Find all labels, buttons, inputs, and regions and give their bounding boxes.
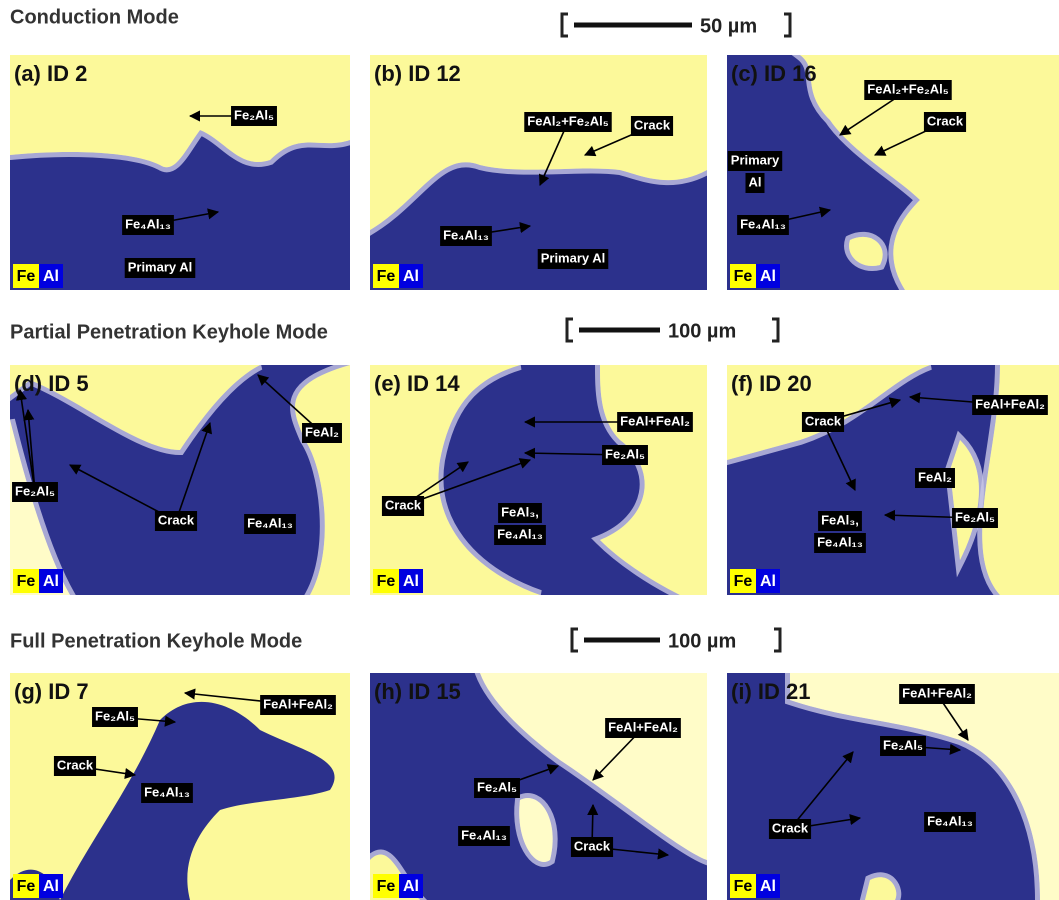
panel-id: (i) ID 21 xyxy=(731,679,810,704)
scale-label: 100 µm xyxy=(668,630,736,652)
legend-al: Al xyxy=(43,268,59,285)
annotation: Fe₄Al₁₃ xyxy=(461,827,507,842)
legend-fe: Fe xyxy=(17,878,36,895)
annotation: Fe₂Al₅ xyxy=(95,708,135,723)
micrograph xyxy=(10,365,350,595)
annotation: Al xyxy=(749,174,762,189)
annotation: Crack xyxy=(772,820,809,835)
annotation: Primary Al xyxy=(541,250,606,265)
scale-bracket xyxy=(774,629,780,651)
legend-al: Al xyxy=(403,573,419,590)
annotation: FeAl₂ xyxy=(918,469,952,484)
panel-id: (d) ID 5 xyxy=(14,371,89,396)
legend-fe: Fe xyxy=(734,878,753,895)
section-title: Full Penetration Keyhole Mode xyxy=(10,630,302,652)
annotation: Fe₂Al₅ xyxy=(234,107,274,122)
panel-id: (e) ID 14 xyxy=(374,371,460,396)
annotation: FeAl+FeAl₂ xyxy=(902,685,972,700)
annotation: Fe₄Al₁₃ xyxy=(497,526,543,541)
scale-bracket xyxy=(562,14,568,36)
scale-label: 100 µm xyxy=(668,320,736,342)
annotation: Crack xyxy=(927,113,964,128)
annotation: FeAl+FeAl₂ xyxy=(263,696,333,711)
legend-al: Al xyxy=(403,878,419,895)
annotation: FeAl+FeAl₂ xyxy=(620,413,690,428)
legend-al: Al xyxy=(760,268,776,285)
annotation: Crack xyxy=(805,413,842,428)
legend-al: Al xyxy=(43,573,59,590)
micrograph xyxy=(10,55,350,290)
figure: Conduction Mode 50 µm (a) ID 2 Fe Al Fe₂Al₅ Fe… xyxy=(0,0,1059,900)
panel-id: (g) ID 7 xyxy=(14,679,89,704)
legend-al: Al xyxy=(760,573,776,590)
annotation: Crack xyxy=(385,497,422,512)
micrograph xyxy=(370,673,707,900)
micrograph xyxy=(727,673,1059,900)
annotation: Fe₄Al₁₃ xyxy=(125,216,171,231)
annotation: FeAl₃, xyxy=(501,504,539,519)
legend-al: Al xyxy=(760,878,776,895)
annotation: Fe₄Al₁₃ xyxy=(144,784,190,799)
scale-bracket xyxy=(784,14,790,36)
annotation: Fe₄Al₁₃ xyxy=(927,813,973,828)
scale-label: 50 µm xyxy=(700,15,757,37)
legend-fe: Fe xyxy=(17,268,36,285)
panel-id: (b) ID 12 xyxy=(374,61,461,86)
legend-al: Al xyxy=(403,268,419,285)
scale-bracket xyxy=(572,629,578,651)
scale-bracket xyxy=(567,319,573,341)
section-title: Conduction Mode xyxy=(10,6,179,28)
annotation: Fe₂Al₅ xyxy=(605,446,645,461)
annotation: Primary xyxy=(731,152,780,167)
annotation: Fe₂Al₅ xyxy=(883,737,923,752)
micrograph xyxy=(370,365,707,595)
annotation: FeAl₂+Fe₂Al₅ xyxy=(527,113,608,128)
annotation: FeAl₂+Fe₂Al₅ xyxy=(867,81,948,96)
annotation: Fe₄Al₁₃ xyxy=(443,227,489,242)
annotation: FeAl+FeAl₂ xyxy=(975,396,1045,411)
legend-fe: Fe xyxy=(734,268,753,285)
annotation: Crack xyxy=(158,512,195,527)
annotation: Fe₂Al₅ xyxy=(15,483,55,498)
annotation: FeAl₃, xyxy=(821,512,859,527)
section-title: Partial Penetration Keyhole Mode xyxy=(10,321,328,343)
annotation: Crack xyxy=(57,757,94,772)
legend-fe: Fe xyxy=(734,573,753,590)
scale-bracket xyxy=(772,319,778,341)
panel-id: (c) ID 16 xyxy=(731,61,817,86)
annotation: FeAl+FeAl₂ xyxy=(608,719,678,734)
annotation: Primary Al xyxy=(128,259,193,274)
legend-fe: Fe xyxy=(377,268,396,285)
panel-id: (f) ID 20 xyxy=(731,371,812,396)
annotation: Crack xyxy=(634,117,671,132)
annotation: Fe₄Al₁₃ xyxy=(817,534,863,549)
legend-fe: Fe xyxy=(377,573,396,590)
legend-fe: Fe xyxy=(377,878,396,895)
annotation: Fe₂Al₅ xyxy=(477,779,517,794)
annotation: Fe₂Al₅ xyxy=(955,509,995,524)
annotation: Fe₄Al₁₃ xyxy=(247,515,293,530)
panel-id: (a) ID 2 xyxy=(14,61,87,86)
annotation: FeAl₂ xyxy=(305,424,339,439)
annotation: Fe₄Al₁₃ xyxy=(740,216,786,231)
panel-id: (h) ID 15 xyxy=(374,679,461,704)
annotation: Crack xyxy=(574,838,611,853)
legend-fe: Fe xyxy=(17,573,36,590)
legend-al: Al xyxy=(43,878,59,895)
